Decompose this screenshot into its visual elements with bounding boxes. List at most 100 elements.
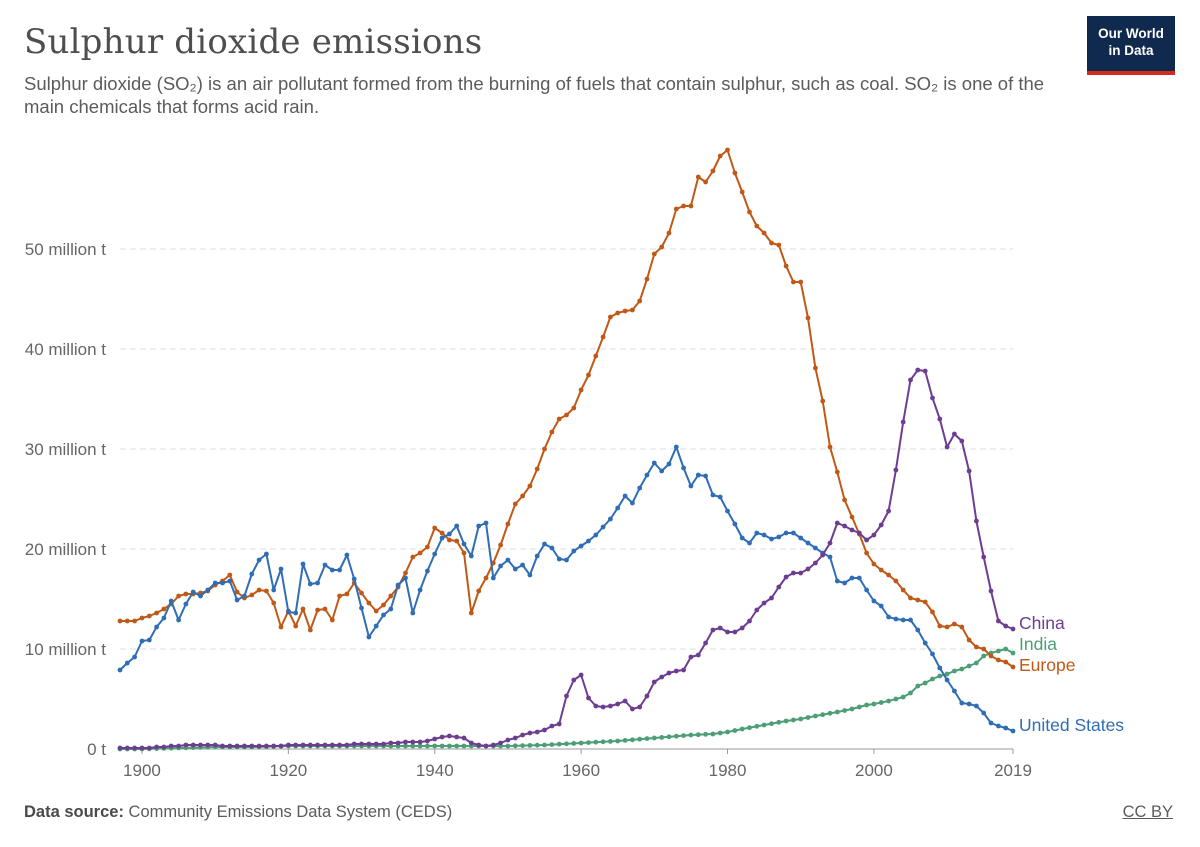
- data-point: [520, 493, 525, 499]
- data-point: [769, 240, 774, 246]
- data-point: [988, 720, 994, 726]
- data-point: [710, 627, 716, 633]
- data-point: [856, 530, 862, 536]
- data-point: [615, 701, 621, 707]
- data-point: [322, 562, 328, 568]
- data-point: [937, 623, 943, 629]
- data-point: [132, 618, 138, 624]
- data-point: [681, 667, 686, 673]
- data-point: [556, 416, 562, 422]
- data-point: [908, 617, 913, 623]
- data-point: [461, 743, 467, 749]
- data-point: [271, 587, 277, 593]
- data-point: [1010, 728, 1016, 734]
- y-tick-label: 30 million t: [25, 440, 107, 459]
- data-point: [578, 543, 584, 549]
- data-point: [534, 742, 540, 748]
- data-point: [952, 688, 957, 694]
- data-point: [769, 536, 774, 542]
- data-point: [739, 535, 745, 541]
- data-point: [725, 729, 730, 735]
- data-point: [520, 732, 525, 738]
- data-point: [264, 743, 269, 749]
- data-point: [483, 520, 489, 526]
- data-point: [886, 614, 891, 620]
- data-point: [403, 743, 408, 749]
- data-point: [776, 534, 782, 540]
- data-point: [520, 743, 525, 748]
- data-point: [300, 606, 306, 612]
- data-point: [286, 609, 291, 615]
- data-point: [403, 739, 408, 745]
- data-point: [637, 736, 643, 742]
- data-point: [651, 735, 657, 741]
- data-point: [791, 717, 796, 723]
- data-point: [117, 745, 123, 751]
- data-point: [337, 567, 342, 573]
- data-point: [483, 575, 489, 581]
- license-link[interactable]: CC BY: [1122, 803, 1173, 821]
- data-point: [132, 745, 138, 751]
- data-point: [827, 444, 833, 450]
- data-point: [893, 616, 899, 622]
- data-point: [747, 540, 752, 546]
- data-point: [695, 472, 701, 478]
- data-point: [1003, 646, 1009, 652]
- data-point: [388, 740, 394, 746]
- data-point: [959, 624, 965, 630]
- chart-subtitle: Sulphur dioxide (SO₂) is an air pollutan…: [24, 73, 1045, 117]
- data-point: [329, 617, 335, 623]
- data-point: [842, 523, 847, 529]
- data-point: [783, 718, 789, 724]
- data-point: [542, 727, 547, 733]
- data-point: [242, 593, 247, 599]
- data-point: [959, 438, 965, 444]
- data-point: [842, 580, 847, 586]
- data-point: [900, 617, 906, 623]
- data-point: [864, 702, 869, 708]
- data-point: [922, 599, 928, 605]
- data-point: [439, 530, 445, 536]
- data-point: [300, 561, 306, 567]
- data-point: [981, 554, 987, 560]
- data-point: [322, 742, 328, 748]
- data-point: [278, 566, 284, 572]
- data-point: [944, 444, 950, 450]
- data-point: [256, 743, 262, 749]
- data-point: [871, 598, 877, 604]
- data-point: [373, 608, 379, 614]
- data-point: [432, 525, 438, 531]
- data-point: [761, 230, 767, 236]
- y-tick-label: 50 million t: [25, 240, 107, 259]
- data-point: [930, 395, 935, 401]
- data-point: [1010, 664, 1016, 670]
- data-point: [286, 742, 291, 748]
- data-point: [659, 674, 665, 680]
- data-point: [234, 597, 240, 603]
- data-point: [600, 704, 606, 710]
- data-point: [717, 730, 723, 736]
- data-point: [578, 387, 584, 393]
- data-point: [981, 653, 987, 659]
- data-point: [534, 553, 540, 559]
- data-point: [695, 174, 701, 180]
- owid-logo[interactable]: Our World in Data: [1087, 16, 1175, 74]
- data-point: [468, 740, 474, 746]
- data-point: [395, 582, 401, 588]
- data-point: [827, 540, 833, 546]
- data-point: [783, 530, 789, 536]
- data-point: [849, 514, 855, 520]
- data-point: [234, 589, 240, 595]
- series-label-europe: Europe: [1019, 655, 1075, 675]
- data-point: [732, 521, 738, 527]
- data-point: [498, 740, 503, 746]
- data-point: [842, 708, 847, 713]
- data-point: [212, 742, 218, 748]
- data-point: [293, 610, 299, 616]
- data-point: [651, 460, 657, 466]
- data-point: [732, 170, 738, 176]
- data-point: [922, 640, 928, 646]
- series-label-india: India: [1019, 634, 1057, 654]
- data-point: [373, 741, 379, 747]
- data-point: [220, 743, 225, 749]
